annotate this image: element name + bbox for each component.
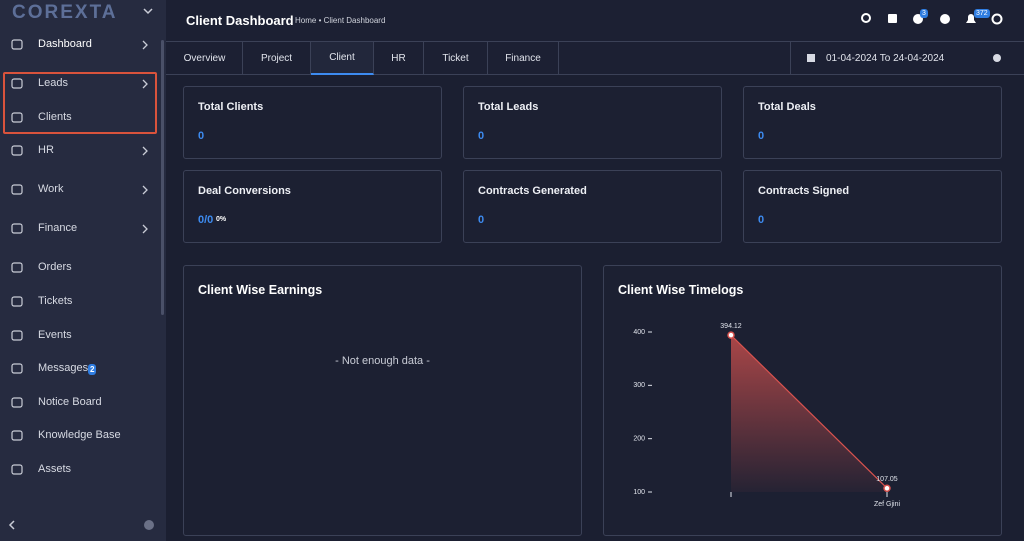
logo: COREXTA (12, 2, 118, 23)
card-title: Contracts Signed (758, 185, 850, 197)
empty-message: - Not enough data - (335, 355, 430, 367)
tab-bar (166, 42, 1024, 75)
tab[interactable]: Overview (167, 42, 243, 75)
nav-icon (11, 262, 23, 273)
nav-item[interactable]: HR (38, 144, 54, 156)
y-tick-label: 300 (633, 382, 645, 389)
collapse-sidebar[interactable] (8, 520, 15, 530)
nav-icon (11, 145, 23, 156)
nav-item[interactable]: Leads (38, 77, 68, 89)
nav-icon (11, 223, 23, 234)
stat-card (183, 170, 442, 243)
notes-icon[interactable] (888, 14, 897, 23)
data-label: 107.05 (876, 476, 898, 483)
nav-icon (11, 296, 23, 307)
nav-arrow (142, 79, 148, 89)
nav-icon (11, 184, 23, 195)
stat-card (183, 86, 442, 159)
notification-badge: 372 (974, 9, 990, 18)
bell-icon[interactable] (966, 14, 976, 23)
nav-icon (11, 112, 23, 123)
line (730, 334, 888, 489)
nav-icon (11, 39, 23, 50)
y-tick-label: 400 (633, 329, 645, 336)
nav-item[interactable]: Dashboard (38, 38, 92, 50)
nav-icon (11, 78, 23, 89)
card-value: 0 (478, 214, 485, 226)
card-title: Total Clients (198, 101, 264, 113)
nav-item[interactable]: Work (38, 183, 64, 195)
nav-icon (11, 397, 23, 408)
page-title: Client Dashboard (186, 13, 294, 28)
nav-item[interactable]: Knowledge Base (38, 429, 121, 441)
stat-card (743, 170, 1002, 243)
help-icon[interactable] (144, 520, 154, 530)
panel-title: Client Wise Earnings (198, 283, 323, 297)
nav-item[interactable]: Notice Board (38, 396, 102, 408)
tab[interactable]: HR (374, 42, 424, 75)
search-icon[interactable] (861, 13, 871, 23)
collapse-icon (143, 8, 153, 15)
highlight-box (3, 72, 157, 134)
nav-item[interactable]: Assets (38, 463, 72, 475)
nav-icon (11, 363, 23, 374)
area (731, 335, 887, 492)
nav-arrow (142, 224, 148, 234)
add-icon[interactable] (940, 14, 950, 24)
data-label: 394.12 (720, 323, 742, 330)
nav-arrow (142, 146, 148, 156)
chart-title: Client Wise Timelogs (618, 283, 744, 297)
nav-item[interactable]: Messages (38, 362, 89, 374)
y-tick-label: 200 (633, 436, 645, 443)
tab[interactable]: Ticket (424, 42, 488, 75)
stat-card (743, 86, 1002, 159)
card-value: 0 (758, 130, 765, 142)
power-icon[interactable] (991, 13, 1003, 25)
nav-icon (11, 430, 23, 441)
card-title: Contracts Generated (478, 185, 587, 197)
card-value: 0 (758, 214, 765, 226)
point (727, 331, 735, 339)
point (883, 484, 891, 492)
nav-item[interactable]: Events (38, 329, 72, 341)
top-bar (166, 0, 1024, 42)
tab[interactable]: Finance (488, 42, 559, 75)
nav-item[interactable]: Finance (38, 222, 78, 234)
breadcrumb: Home • Client Dashboard (295, 16, 386, 25)
stat-card (463, 86, 722, 159)
date-range[interactable]: 01-04-2024 To 24-04-2024 (826, 53, 945, 64)
sidebar (0, 0, 166, 541)
nav-icon (11, 464, 23, 475)
card-title: Total Deals (758, 101, 816, 113)
card-value: 0/0 (198, 214, 214, 226)
tab[interactable]: Client (311, 42, 374, 75)
divider (790, 42, 791, 75)
calendar-icon[interactable] (807, 54, 815, 62)
x-tick-label: Zef Gjini (874, 501, 901, 508)
card-title: Total Leads (478, 101, 539, 113)
messages-badge: 2 (88, 364, 97, 375)
nav-arrow (142, 40, 148, 50)
nav-item[interactable]: Orders (38, 261, 72, 273)
nav-arrow (142, 185, 148, 195)
nav-item[interactable]: Tickets (38, 295, 73, 307)
card-value: 0 (198, 130, 205, 142)
settings-icon[interactable] (993, 54, 1001, 62)
stat-card (463, 170, 722, 243)
tab[interactable]: Project (243, 42, 311, 75)
card-percent: 0% (216, 216, 227, 223)
nav-icon (11, 330, 23, 341)
scrollbar (161, 40, 164, 315)
nav-item[interactable]: Clients (38, 111, 72, 123)
card-value: 0 (478, 130, 485, 142)
card-title: Deal Conversions (198, 185, 291, 197)
earnings-panel (183, 265, 582, 536)
timer-badge: 3 (920, 9, 928, 18)
y-tick-label: 100 (633, 489, 645, 496)
